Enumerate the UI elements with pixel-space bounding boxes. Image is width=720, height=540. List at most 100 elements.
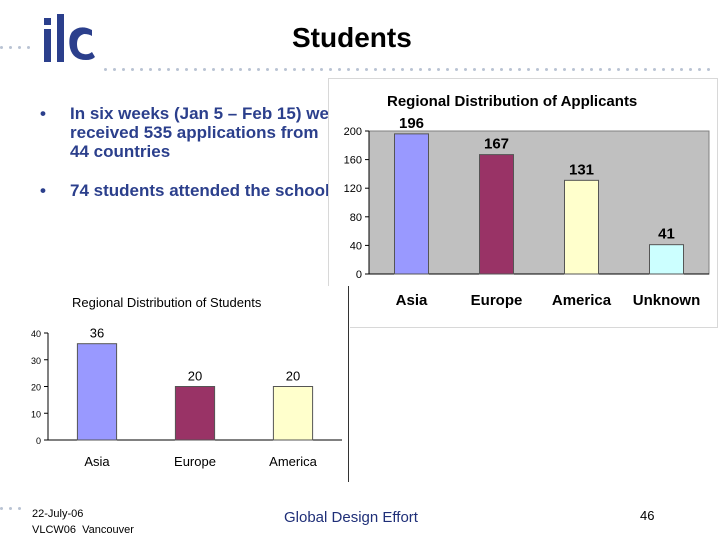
applicants-chart-svg: Regional Distribution of Applicants 0 40 80…: [344, 93, 710, 309]
bullet-text: In six weeks (Jan 5 – Feb 15) we receive…: [70, 104, 329, 161]
dot: [455, 68, 458, 71]
bar-europe: [479, 154, 514, 275]
dot: [635, 68, 638, 71]
y-tick-label: 0: [356, 269, 362, 281]
dot: [347, 68, 350, 71]
ilc-logo: ilc: [40, 12, 95, 62]
dot: [185, 68, 188, 71]
dot: [599, 68, 602, 71]
y-tick-label: 10: [31, 409, 41, 419]
category-label: Unknown: [633, 292, 701, 309]
dot: [9, 46, 12, 49]
category-label: Asia: [84, 454, 110, 469]
dot: [518, 68, 521, 71]
y-tick-label: 40: [31, 329, 41, 339]
bar-asia: [394, 133, 429, 275]
dot: [572, 68, 575, 71]
category-label: Europe: [174, 454, 216, 469]
data-label: 36: [90, 326, 104, 341]
dot: [464, 68, 467, 71]
bullet-applications: • In six weeks (Jan 5 – Feb 15) we recei…: [40, 104, 340, 161]
dot: [257, 68, 260, 71]
dot: [9, 507, 12, 510]
dot: [545, 68, 548, 71]
dot: [437, 68, 440, 71]
dot: [248, 68, 251, 71]
bar-america: [272, 386, 314, 441]
dot: [194, 68, 197, 71]
bar-asia: [76, 343, 118, 441]
dot: [266, 68, 269, 71]
dot: [383, 68, 386, 71]
dot: [131, 68, 134, 71]
dot: [311, 68, 314, 71]
chart-title: Regional Distribution of Students: [72, 295, 262, 310]
dot: [626, 68, 629, 71]
data-label: 131: [569, 161, 594, 178]
dot: [707, 68, 710, 71]
bar-america: [564, 179, 599, 275]
bullet-list: • In six weeks (Jan 5 – Feb 15) we recei…: [40, 104, 340, 220]
dot: [491, 68, 494, 71]
dot: [509, 68, 512, 71]
y-tick-label: 0: [36, 436, 41, 446]
chart-title: Regional Distribution of Applicants: [387, 93, 637, 110]
data-label: 20: [188, 369, 202, 384]
left-dotted-line: [0, 36, 36, 54]
dot: [617, 68, 620, 71]
dot: [0, 46, 3, 49]
dot: [18, 507, 21, 510]
dot: [473, 68, 476, 71]
bullet-students: • 74 students attended the school: [40, 181, 340, 200]
dot: [482, 68, 485, 71]
dot: [122, 68, 125, 71]
dot: [392, 68, 395, 71]
dot: [302, 68, 305, 71]
dot: [653, 68, 656, 71]
dot: [527, 68, 530, 71]
y-tick-label: 30: [31, 356, 41, 366]
footer-event: VLCW06 Vancouver: [32, 524, 134, 536]
dot: [338, 68, 341, 71]
students-chart-svg: Regional Distribution of Students 0 10 20 30…: [31, 295, 342, 469]
dot: [554, 68, 557, 71]
dot: [293, 68, 296, 71]
dot: [671, 68, 674, 71]
dot: [158, 68, 161, 71]
y-tick-label: 120: [344, 183, 362, 195]
logo-text: ilc: [40, 12, 41, 13]
dot: [581, 68, 584, 71]
bullet-marker: •: [40, 181, 46, 200]
chart-border: [348, 286, 349, 482]
dot: [104, 68, 107, 71]
footer-left: 22-July-06 VLCW06 Vancouver: [32, 506, 134, 538]
bullet-text: 74 students attended the school: [70, 181, 330, 200]
dot: [428, 68, 431, 71]
dot: [500, 68, 503, 71]
data-label: 20: [286, 369, 300, 384]
dot: [329, 68, 332, 71]
bar-europe: [174, 386, 216, 441]
y-tick-label: 40: [350, 240, 362, 252]
category-label: Europe: [471, 292, 523, 309]
dot: [149, 68, 152, 71]
top-dotted-line: [104, 58, 716, 76]
dot: [365, 68, 368, 71]
dot: [644, 68, 647, 71]
bottom-dotted-line: [0, 497, 27, 515]
bullet-marker: •: [40, 104, 46, 123]
dot: [563, 68, 566, 71]
dot: [698, 68, 701, 71]
dot: [176, 68, 179, 71]
dot: [446, 68, 449, 71]
dot: [167, 68, 170, 71]
dot: [356, 68, 359, 71]
dot: [536, 68, 539, 71]
dot: [212, 68, 215, 71]
category-label: America: [552, 292, 612, 309]
dot: [221, 68, 224, 71]
dot: [239, 68, 242, 71]
footer-date: 22-July-06: [32, 508, 84, 520]
dot: [410, 68, 413, 71]
category-label: Asia: [396, 292, 428, 309]
